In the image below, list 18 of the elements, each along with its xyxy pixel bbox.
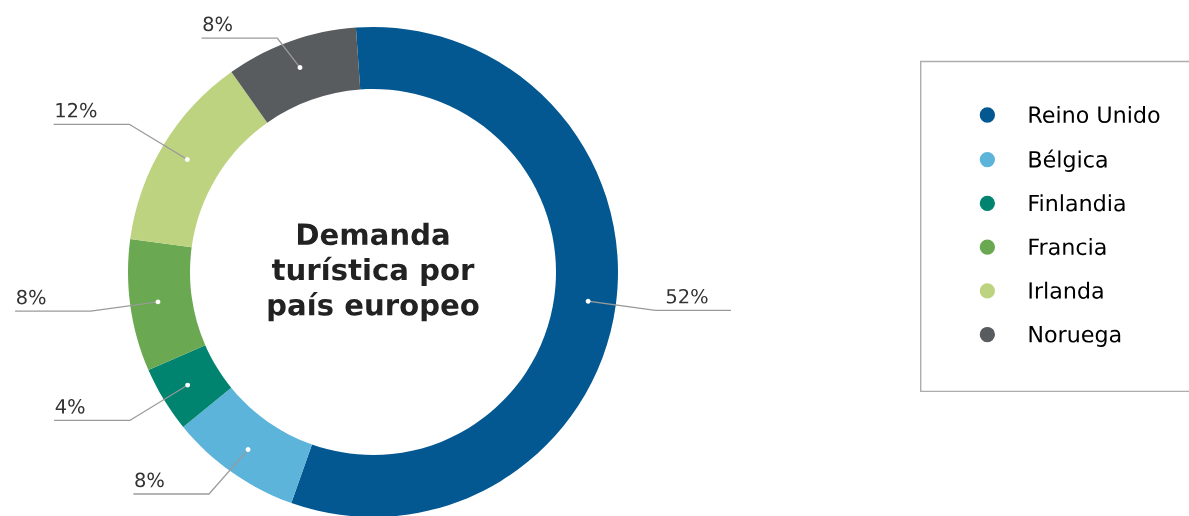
- data-label: 8%: [135, 472, 164, 488]
- data-label: 8%: [203, 16, 232, 32]
- donut-slice: [183, 387, 312, 503]
- donut-slice: [128, 239, 206, 370]
- text: Demanda turística por país europeo: [268, 222, 479, 322]
- data-label: 8%: [17, 289, 46, 305]
- data-label: 12%: [56, 102, 97, 118]
- data-label: 4%: [55, 398, 85, 414]
- legend-label: Reino Unido: [1029, 105, 1160, 124]
- legend-label: Bélgica: [1029, 149, 1107, 173]
- legend-label: Irlanda: [1029, 281, 1103, 299]
- legend-label: Noruega: [1029, 326, 1121, 347]
- data-label: 52%: [666, 288, 708, 304]
- donut-slice: [130, 72, 268, 248]
- donut-slice: [148, 345, 232, 427]
- donut-slice: [231, 27, 361, 123]
- legend-label: Francia: [1029, 237, 1106, 256]
- legend-label: Finlandia: [1029, 194, 1125, 212]
